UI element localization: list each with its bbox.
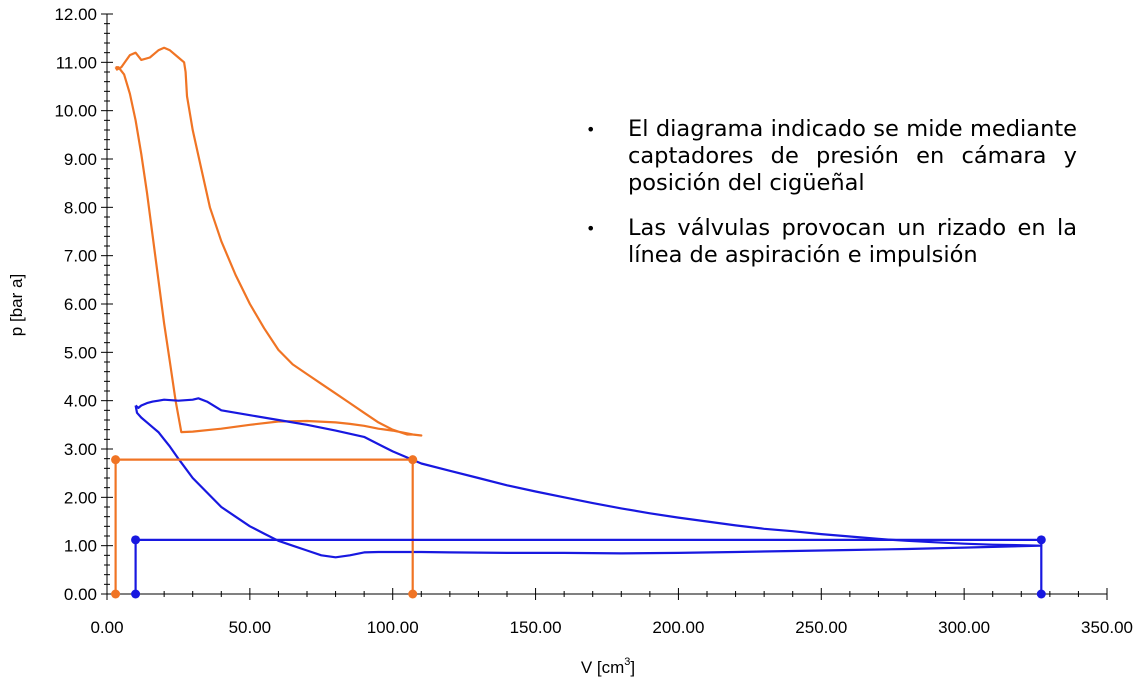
- x-tick-label: 250.00: [795, 618, 847, 637]
- x-tick-label: 350.00: [1081, 618, 1133, 637]
- cycle-curve-blue: [134, 397, 1043, 559]
- frame-marker-orange: [408, 455, 418, 465]
- y-tick-label: 11.00: [56, 53, 97, 72]
- frame-marker-blue: [131, 535, 141, 545]
- frame-marker-orange: [408, 589, 418, 599]
- frame-marker-orange: [111, 589, 121, 599]
- y-tick-label: 0.00: [64, 585, 97, 604]
- bullet-icon: •: [586, 219, 596, 238]
- y-tick-label: 9.00: [64, 150, 97, 169]
- frame-marker-blue: [1036, 589, 1046, 599]
- x-tick-label: 50.00: [229, 618, 272, 637]
- y-tick-label: 1.00: [64, 537, 97, 556]
- frame-line-orange: [114, 458, 414, 594]
- y-tick-label: 7.00: [64, 247, 97, 266]
- y-tick-label: 4.00: [64, 392, 97, 411]
- frame-marker-blue: [1036, 535, 1046, 545]
- frame-marker-blue: [131, 589, 141, 599]
- note-text: El diagrama indicado se mide mediante ca…: [628, 116, 1077, 196]
- y-axis-title: p [bar a]: [7, 274, 26, 336]
- note-item: • Las válvulas provocan un rizado en la …: [582, 215, 1077, 269]
- y-tick-label: 3.00: [64, 440, 97, 459]
- y-tick-label: 12.00: [54, 5, 97, 24]
- x-tick-label: 0.00: [90, 618, 123, 637]
- series-layer: [111, 46, 1046, 599]
- x-axis-title-sup: 3: [624, 656, 630, 668]
- y-tick-label: 6.00: [64, 295, 97, 314]
- note-text: Las válvulas provocan un rizado en la lí…: [628, 215, 1077, 268]
- y-tick-label: 5.00: [64, 343, 97, 362]
- x-axis-title-end: ]: [630, 658, 635, 677]
- y-tick-label: 8.00: [64, 198, 97, 217]
- axes: 0.00 1.00 2.00 3.00 4.00 5.00 6.00 7.00 8.00 9.00…: [54, 5, 1133, 637]
- y-tick-label: 2.00: [64, 488, 97, 507]
- cycle-curve-orange: [114, 46, 423, 437]
- x-tick-label: 150.00: [510, 618, 562, 637]
- x-tick-label: 300.00: [938, 618, 990, 637]
- notes-list: • El diagrama indicado se mide mediante …: [582, 116, 1077, 287]
- x-tick-label: 100.00: [367, 618, 419, 637]
- x-axis-title: V [cm3]: [581, 656, 635, 677]
- y-tick-label: 10.00: [54, 102, 97, 121]
- note-item: • El diagrama indicado se mide mediante …: [582, 116, 1077, 197]
- frame-marker-orange: [111, 455, 121, 465]
- frame-line-blue: [134, 538, 1043, 594]
- bullet-icon: •: [586, 120, 596, 139]
- x-tick-label: 200.00: [652, 618, 704, 637]
